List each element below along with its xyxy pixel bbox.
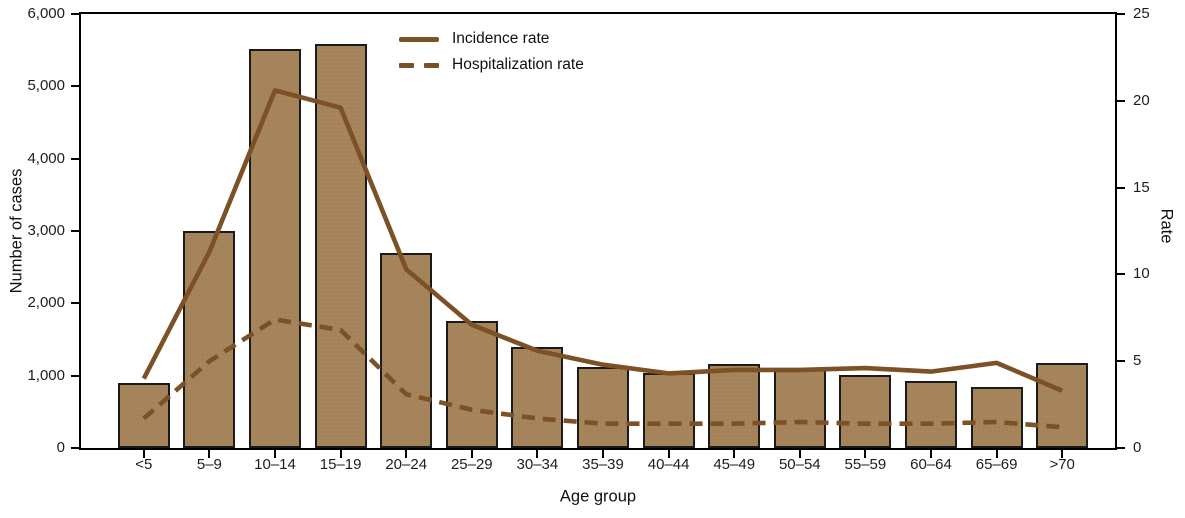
x-tick — [1061, 450, 1064, 458]
x-tick-label: 25–29 — [450, 456, 493, 473]
bar-15–19 — [314, 44, 367, 448]
right-tick-label: 20 — [1133, 91, 1150, 109]
x-tick — [864, 450, 867, 458]
bar-30–34 — [511, 346, 564, 448]
left-tick — [71, 157, 79, 160]
right-tick — [1117, 273, 1125, 276]
hospitalization-rate-line — [142, 317, 1063, 430]
left-tick — [71, 85, 79, 88]
x-tick-label: >70 — [1049, 456, 1075, 473]
x-tick — [405, 450, 408, 458]
bar-45–49 — [708, 364, 761, 448]
right-tick-label: 25 — [1133, 5, 1150, 22]
x-tick-label: 20–24 — [385, 456, 428, 473]
legend: Incidence rate Hospitalization rate — [399, 26, 584, 78]
bar-60–64 — [905, 380, 957, 448]
left-tick — [71, 374, 79, 377]
left-tick — [71, 13, 79, 15]
x-tick-label: 40–44 — [647, 456, 690, 473]
x-tick — [667, 450, 670, 458]
right-tick — [1117, 447, 1125, 449]
x-tick-label: 15–19 — [319, 456, 362, 473]
x-tick — [995, 450, 998, 458]
left-tick-label: 0 — [56, 439, 65, 456]
x-tick-label: 60–64 — [910, 456, 952, 473]
x-tick — [274, 450, 276, 458]
x-tick — [536, 450, 539, 458]
left-tick — [71, 230, 79, 232]
x-tick-label: 35–39 — [582, 456, 624, 473]
legend-label-incidence: Incidence rate — [452, 30, 550, 47]
legend-item-hospitalization: Hospitalization rate — [399, 52, 584, 78]
bar-35–39 — [577, 367, 629, 448]
x-tick-label: 10–14 — [254, 456, 296, 473]
x-tick — [798, 450, 801, 458]
left-tick-label: 5,000 — [27, 77, 65, 95]
x-tick-label: 65–69 — [975, 456, 1018, 473]
left-tick-label: 6,000 — [27, 5, 65, 22]
left-tick-label: 2,000 — [27, 294, 65, 312]
plot-area: Incidence rate Hospitalization rate 0 1,0… — [27, 5, 1149, 473]
bar-10–14 — [249, 49, 301, 448]
bar-50–54 — [773, 369, 826, 448]
left-tick-label: 1,000 — [27, 366, 65, 384]
x-tick-label: 30–34 — [516, 456, 559, 473]
incidence-rate-line — [141, 88, 1064, 393]
x-tick-label: 55–59 — [844, 456, 887, 473]
right-tick-label: 15 — [1133, 178, 1150, 196]
right-tick — [1117, 360, 1125, 363]
x-tick-label: 5–9 — [196, 456, 222, 473]
x-axis-title: Age group — [559, 487, 637, 506]
x-tick-label: 50–54 — [778, 456, 821, 473]
x-tick — [930, 450, 932, 458]
bar-<5 — [117, 382, 170, 448]
lines-layer — [141, 88, 1064, 430]
left-tick — [71, 302, 79, 305]
x-tick-label: 45–49 — [713, 456, 756, 473]
right-tick — [1117, 186, 1125, 189]
right-tick-label: 0 — [1133, 439, 1142, 456]
x-tick-label: <5 — [135, 456, 153, 473]
bar-5–9 — [183, 231, 236, 448]
legend-label-hospitalization: Hospitalization rate — [452, 56, 584, 73]
solid-line-swatch — [399, 36, 439, 42]
dashed-line-swatch — [399, 62, 439, 68]
bar-40–44 — [642, 372, 695, 448]
left-tick — [71, 447, 79, 449]
x-tick — [602, 450, 604, 458]
right-tick-label: 10 — [1133, 265, 1150, 283]
left-tick-label: 4,000 — [27, 149, 65, 167]
x-tick — [208, 450, 211, 458]
x-tick — [733, 450, 736, 458]
bar-55–59 — [839, 374, 892, 448]
right-tick-label: 5 — [1133, 352, 1142, 370]
x-tick — [339, 450, 342, 458]
x-tick — [142, 450, 145, 458]
right-tick — [1117, 13, 1125, 15]
bar->70 — [1036, 362, 1089, 448]
right-tick — [1117, 99, 1125, 102]
x-tick — [470, 450, 473, 458]
right-axis-title: Rate — [1157, 208, 1176, 244]
left-tick-label: 3,000 — [27, 222, 65, 239]
bar-65–69 — [970, 387, 1023, 448]
bar-25–29 — [445, 321, 498, 448]
legend-item-incidence: Incidence rate — [399, 26, 584, 52]
